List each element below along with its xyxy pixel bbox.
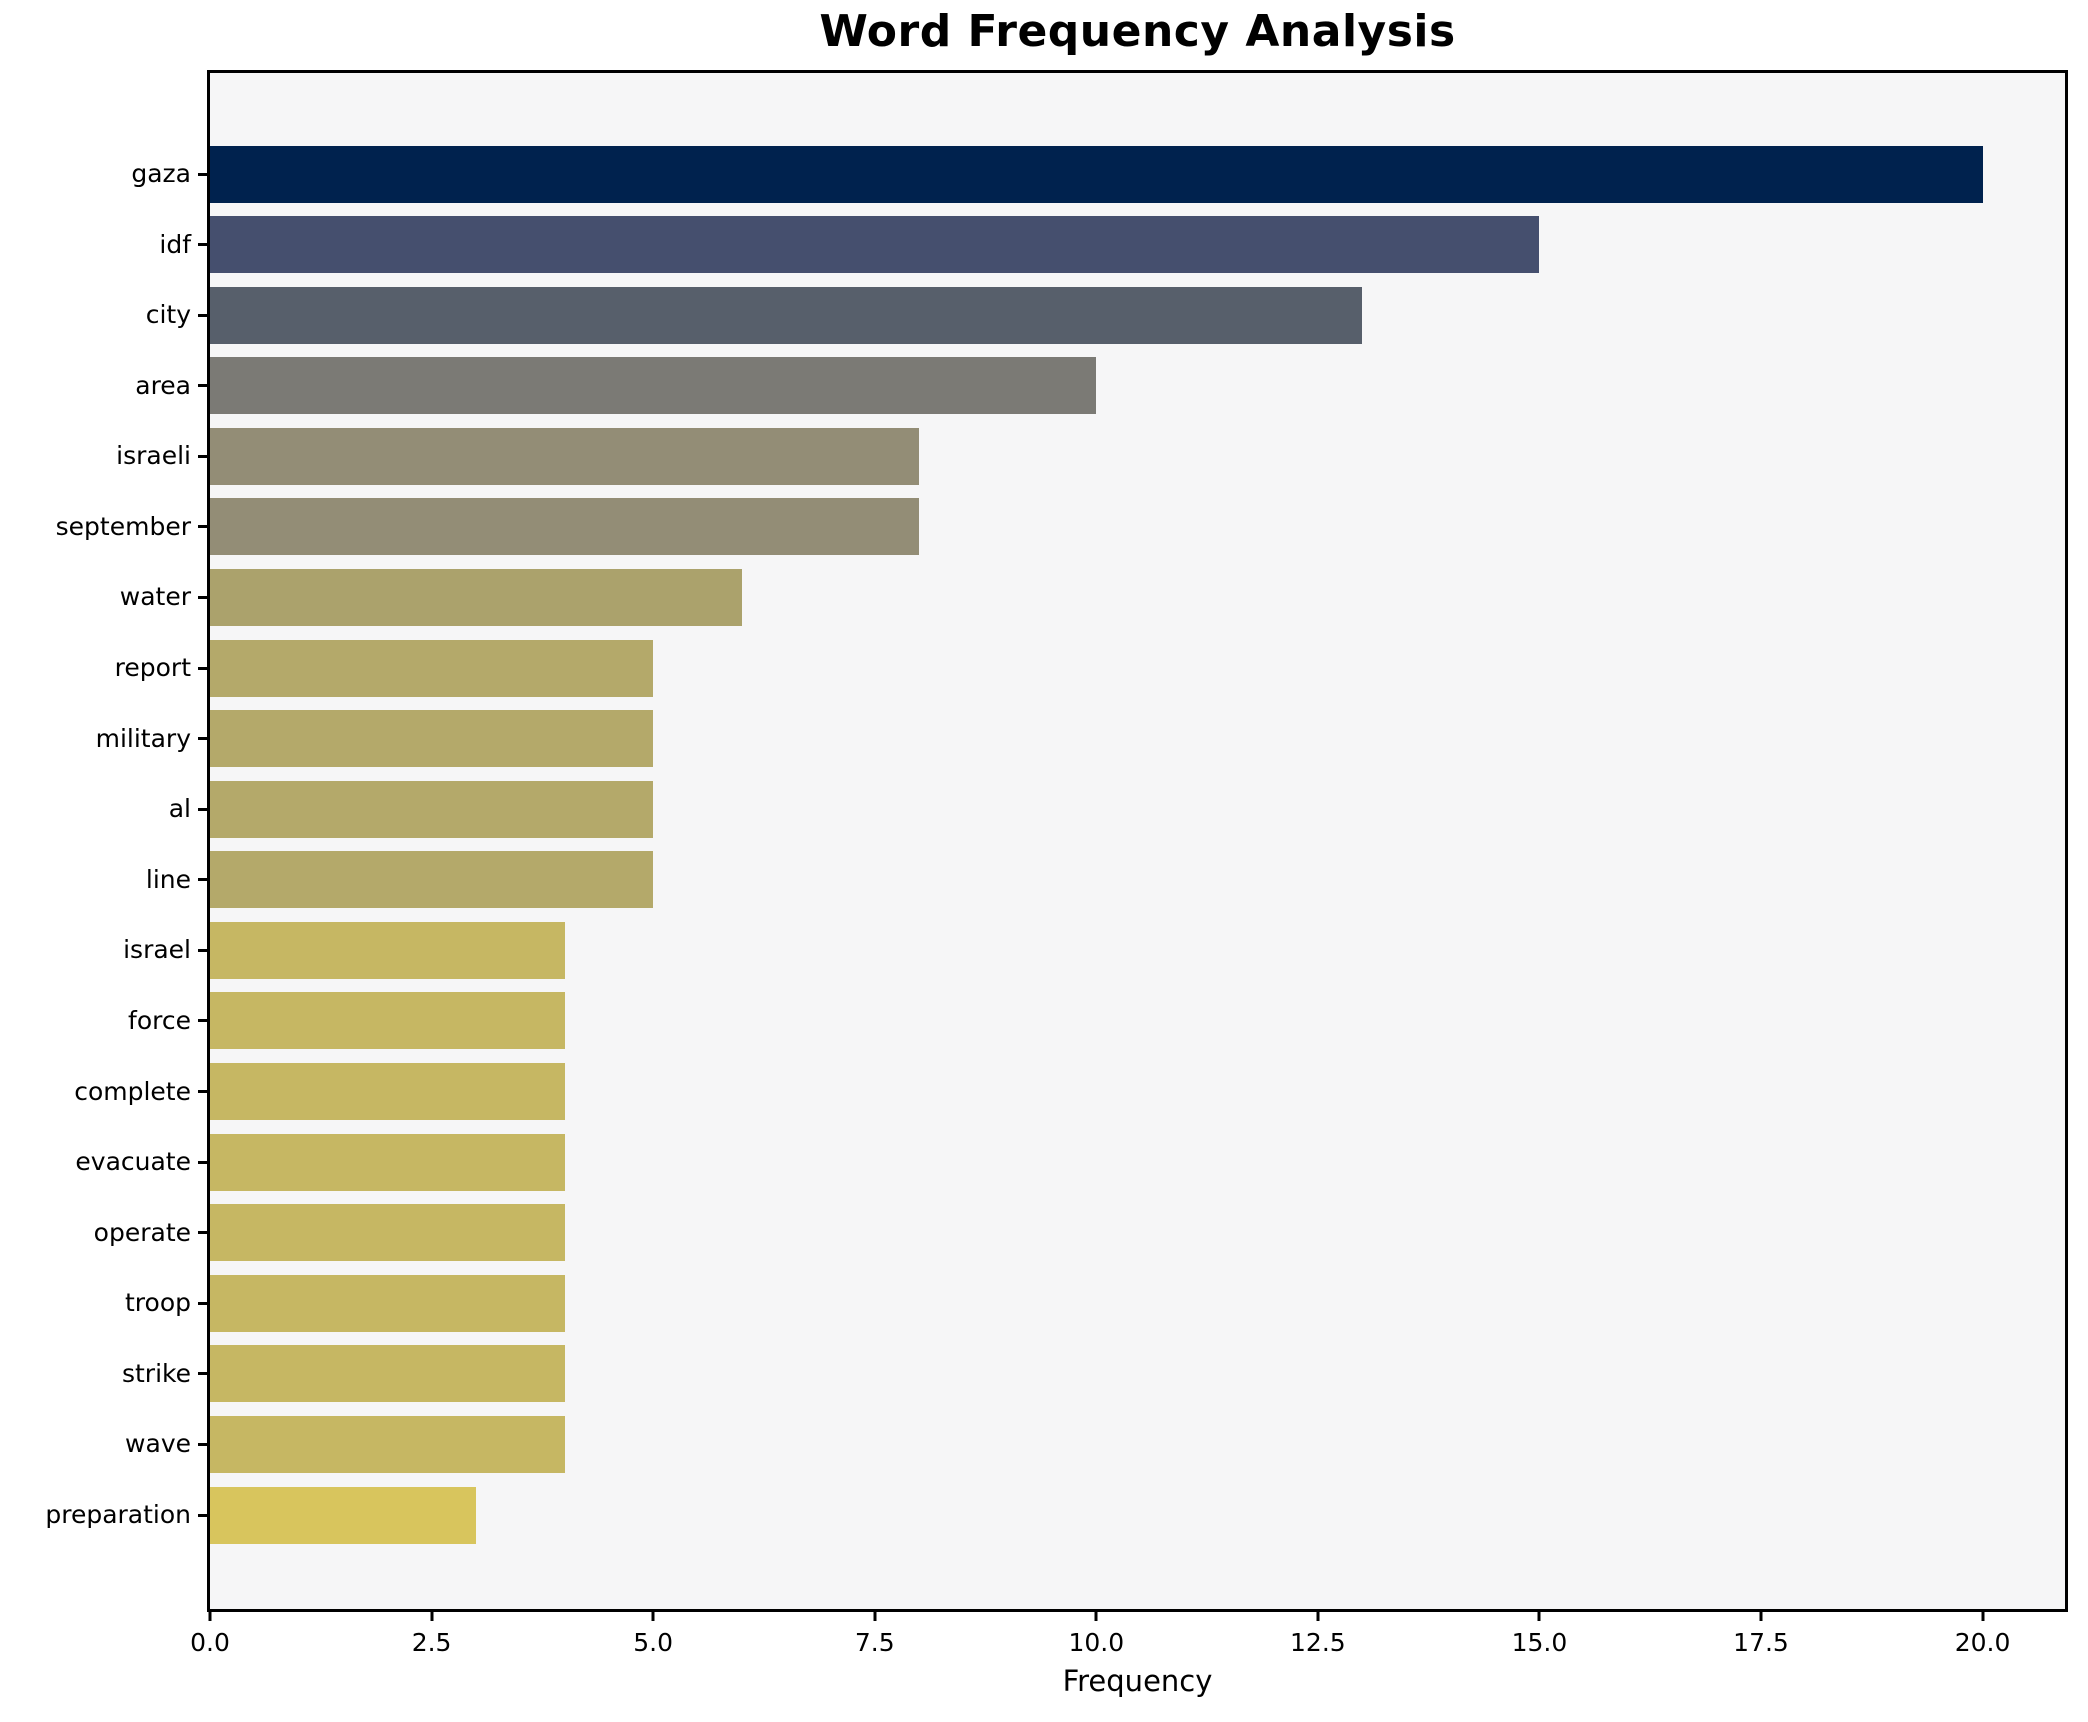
- bar-israel: [210, 921, 565, 979]
- xtick-label-5.0: 5.0: [633, 1628, 674, 1657]
- ytick-label-water: water: [119, 582, 191, 612]
- bar-area: [210, 357, 1097, 415]
- xtick-label-2.5: 2.5: [411, 1628, 452, 1657]
- xtick-label-15.0: 15.0: [1511, 1628, 1568, 1657]
- ytick-label-area: area: [135, 370, 191, 400]
- ytick-label-israel: israel: [123, 935, 191, 965]
- ytick-label-troop: troop: [125, 1288, 191, 1318]
- xtick-mark: [1537, 1612, 1541, 1621]
- bar-strike: [210, 1345, 565, 1403]
- ytick-label-idf: idf: [159, 229, 191, 259]
- bar-complete: [210, 1063, 565, 1121]
- xtick-mark: [1981, 1612, 1985, 1621]
- xtick-label-12.5: 12.5: [1290, 1628, 1346, 1657]
- xtick-label-10.0: 10.0: [1068, 1628, 1125, 1657]
- ytick-mark: [198, 525, 207, 529]
- bar-preparation: [210, 1486, 476, 1544]
- ytick-mark: [198, 243, 207, 247]
- xtick-mark: [1316, 1612, 1320, 1621]
- chart-title: Word Frequency Analysis: [819, 6, 1456, 57]
- bar-city: [210, 286, 1363, 344]
- bar-september: [210, 498, 920, 556]
- bar-line: [210, 851, 654, 909]
- ytick-label-september: september: [55, 511, 191, 541]
- ytick-label-al: al: [168, 794, 191, 824]
- xtick-mark: [873, 1612, 877, 1621]
- bar-force: [210, 992, 565, 1050]
- ytick-mark: [198, 313, 207, 317]
- bar-evacuate: [210, 1133, 565, 1191]
- ytick-label-complete: complete: [74, 1076, 191, 1106]
- bar-wave: [210, 1415, 565, 1473]
- ytick-label-operate: operate: [93, 1217, 191, 1247]
- ytick-mark: [198, 1513, 207, 1517]
- xtick-mark: [1759, 1612, 1763, 1621]
- ytick-mark: [198, 1019, 207, 1023]
- ytick-label-strike: strike: [121, 1358, 191, 1388]
- ytick-mark: [198, 1090, 207, 1094]
- bar-operate: [210, 1204, 565, 1262]
- bar-al: [210, 780, 654, 838]
- ytick-mark: [198, 737, 207, 741]
- ytick-mark: [198, 1442, 207, 1446]
- xtick-label-20.0: 20.0: [1954, 1628, 2011, 1657]
- ytick-label-military: military: [95, 723, 191, 753]
- ytick-mark: [198, 1160, 207, 1164]
- ytick-mark: [198, 1231, 207, 1235]
- ytick-label-report: report: [114, 653, 191, 683]
- ytick-label-force: force: [128, 1005, 191, 1035]
- xtick-label-17.5: 17.5: [1733, 1628, 1789, 1657]
- bar-gaza: [210, 145, 1983, 203]
- bar-troop: [210, 1274, 565, 1332]
- bar-military: [210, 710, 654, 768]
- ytick-mark: [198, 1301, 207, 1305]
- y-axis: gaza idf city area israeli september water repo…: [0, 73, 207, 1609]
- ytick-label-wave: wave: [125, 1429, 191, 1459]
- xtick-mark: [430, 1612, 434, 1621]
- ytick-label-gaza: gaza: [131, 159, 191, 188]
- bar-report: [210, 639, 654, 697]
- ytick-mark: [198, 666, 207, 670]
- ytick-label-preparation: preparation: [45, 1500, 191, 1530]
- xtick-label-0.0: 0.0: [190, 1628, 230, 1657]
- bar-idf: [210, 216, 1540, 274]
- ytick-label-israeli: israeli: [116, 441, 191, 471]
- ytick-mark: [198, 595, 207, 599]
- ytick-mark: [198, 172, 207, 176]
- plot-area: [207, 70, 2068, 1612]
- xtick-mark: [651, 1612, 655, 1621]
- xtick-mark: [208, 1612, 212, 1621]
- bar-israeli: [210, 427, 920, 485]
- ytick-mark: [198, 948, 207, 952]
- ytick-mark: [198, 1372, 207, 1376]
- xtick-mark: [1094, 1612, 1098, 1621]
- x-axis: 0.0 2.5 5.0 7.5 10.0 12.5 15.0 17.5 20.0: [190, 1612, 2065, 1682]
- ytick-mark: [198, 807, 207, 811]
- ytick-mark: [198, 878, 207, 882]
- xtick-label-7.5: 7.5: [854, 1628, 895, 1657]
- ytick-label-line: line: [145, 864, 191, 894]
- ytick-mark: [198, 454, 207, 458]
- ytick-label-evacuate: evacuate: [75, 1147, 191, 1177]
- ytick-label-city: city: [145, 300, 191, 330]
- ytick-mark: [198, 384, 207, 388]
- bar-water: [210, 568, 742, 626]
- x-axis-label: Frequency: [1062, 1664, 1213, 1698]
